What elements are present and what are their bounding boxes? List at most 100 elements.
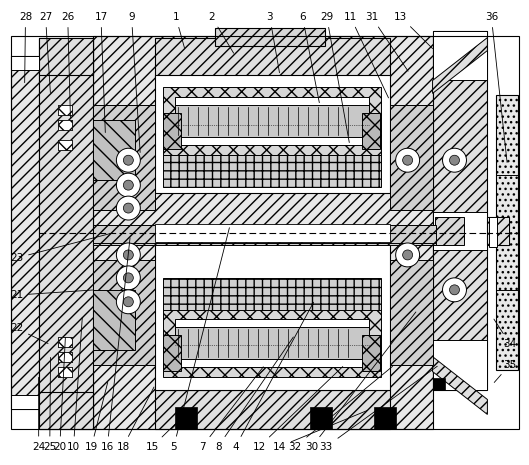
Bar <box>433 339 487 390</box>
Bar <box>58 106 71 115</box>
Bar <box>175 97 369 145</box>
Text: 2: 2 <box>208 12 234 53</box>
Bar <box>163 113 181 149</box>
Circle shape <box>443 278 467 302</box>
Bar <box>156 390 390 429</box>
Text: 24: 24 <box>32 378 45 452</box>
Circle shape <box>116 243 140 267</box>
Bar <box>156 224 390 242</box>
Text: 14: 14 <box>272 411 367 452</box>
Bar <box>310 407 332 429</box>
Bar <box>39 392 94 429</box>
Circle shape <box>123 203 133 213</box>
Bar <box>58 140 71 150</box>
Bar <box>39 38 94 75</box>
Bar <box>58 352 71 362</box>
Bar <box>11 55 39 410</box>
Bar <box>163 87 381 155</box>
Circle shape <box>443 148 467 172</box>
Text: 27: 27 <box>39 12 52 93</box>
Bar <box>487 217 509 245</box>
Text: 30: 30 <box>305 312 416 452</box>
Bar <box>58 366 71 377</box>
Text: 36: 36 <box>485 12 507 162</box>
Text: 17: 17 <box>94 12 107 133</box>
Circle shape <box>450 155 460 165</box>
Bar <box>175 319 369 366</box>
Text: 3: 3 <box>267 12 279 73</box>
Bar <box>58 140 71 150</box>
Bar <box>94 106 156 210</box>
Text: 18: 18 <box>116 387 154 452</box>
Bar <box>434 217 464 245</box>
Text: 32: 32 <box>288 366 393 452</box>
Bar <box>433 378 444 390</box>
Text: 25: 25 <box>43 358 57 452</box>
Circle shape <box>123 273 133 283</box>
Bar <box>94 36 433 235</box>
Bar <box>163 309 381 377</box>
Text: 21: 21 <box>10 290 93 300</box>
Text: 26: 26 <box>61 12 75 118</box>
Text: 15: 15 <box>145 412 188 452</box>
Bar <box>58 120 71 130</box>
Bar <box>11 36 519 429</box>
Text: 8: 8 <box>215 337 294 452</box>
Text: 31: 31 <box>365 12 408 71</box>
Text: 29: 29 <box>320 12 349 143</box>
Text: 1: 1 <box>172 12 185 48</box>
Text: 9: 9 <box>128 12 140 153</box>
Text: 6: 6 <box>299 12 320 103</box>
Circle shape <box>123 180 133 190</box>
Bar <box>58 366 71 377</box>
Bar <box>390 106 433 210</box>
Polygon shape <box>433 357 487 414</box>
Text: 22: 22 <box>10 324 48 344</box>
Text: 23: 23 <box>10 234 110 263</box>
Bar <box>94 290 135 350</box>
Circle shape <box>123 155 133 165</box>
Bar <box>215 27 325 46</box>
Circle shape <box>396 148 419 172</box>
Bar <box>156 38 390 78</box>
Circle shape <box>403 155 413 165</box>
Text: 28: 28 <box>19 12 32 83</box>
Bar <box>496 95 518 370</box>
Bar <box>362 113 380 149</box>
Bar <box>156 235 390 390</box>
Bar <box>433 31 487 390</box>
Bar <box>94 225 435 243</box>
Circle shape <box>123 297 133 307</box>
Bar <box>58 352 71 362</box>
Bar <box>373 407 396 429</box>
Bar <box>163 278 381 310</box>
Bar <box>175 327 369 359</box>
Bar <box>94 227 435 245</box>
Bar <box>156 75 390 193</box>
Text: 10: 10 <box>67 318 83 452</box>
Text: 4: 4 <box>232 302 314 452</box>
Bar <box>362 335 380 371</box>
Text: 16: 16 <box>101 238 130 452</box>
Text: 13: 13 <box>394 12 433 48</box>
Bar <box>487 217 509 245</box>
Circle shape <box>116 266 140 290</box>
Text: 19: 19 <box>85 382 108 452</box>
Bar <box>11 55 39 71</box>
Text: 11: 11 <box>344 12 388 98</box>
Bar <box>390 260 433 365</box>
Circle shape <box>116 173 140 197</box>
Polygon shape <box>433 38 487 93</box>
Circle shape <box>116 290 140 314</box>
Bar <box>58 106 71 115</box>
Text: 33: 33 <box>320 366 437 452</box>
Text: 34: 34 <box>494 319 516 349</box>
Bar <box>39 38 94 429</box>
Bar <box>163 155 381 187</box>
Text: 35: 35 <box>494 359 516 382</box>
Bar <box>163 335 181 371</box>
Circle shape <box>116 148 140 172</box>
Bar <box>94 235 433 429</box>
Bar <box>175 407 197 429</box>
Circle shape <box>116 196 140 220</box>
